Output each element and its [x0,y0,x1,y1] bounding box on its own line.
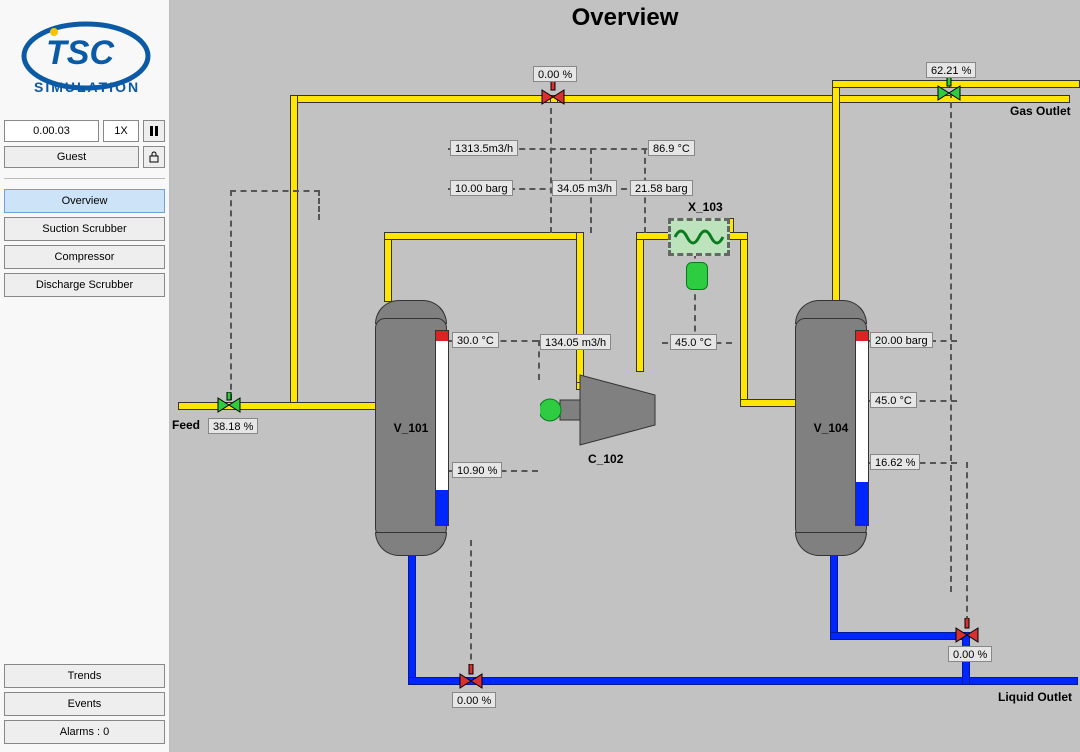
svg-text:TSC: TSC [46,34,114,72]
valve-gas-out[interactable] [936,76,962,102]
nav-trends[interactable]: Trends [4,664,165,688]
signal-line [550,108,552,233]
valve-feed[interactable] [216,392,242,418]
reading: 1313.5m3/h [450,140,518,156]
gas-pipe [290,95,298,410]
reading: 30.0 °C [452,332,499,348]
cooler-drum[interactable] [686,262,708,290]
liquid-pipe [830,632,970,640]
vessel-v101[interactable]: V_101 [375,300,447,556]
signal-line [230,190,232,400]
valve-v101-drain[interactable] [458,664,484,690]
gas-outlet-label: Gas Outlet [1010,104,1071,118]
reading: 10.90 % [452,462,502,478]
compressor-c102[interactable] [540,370,660,455]
vessel-tag: V_101 [394,421,429,435]
valve-recycle-value: 0.00 % [533,66,577,82]
level-gauge-v104 [855,330,869,526]
user-button[interactable]: Guest [4,146,139,168]
valve-v101-drain-value: 0.00 % [452,692,496,708]
reading: 10.00 barg [450,180,513,196]
user-row: Guest [4,146,165,168]
signal-line [470,540,472,670]
nav-alarms[interactable]: Alarms : 0 [4,720,165,744]
logo-svg: TSC SIMULATION [4,4,164,114]
reading: 20.00 barg [870,332,933,348]
left-sidebar: TSC SIMULATION 0.00.03 1X Guest Overview… [0,0,170,752]
heat-exchanger-x103[interactable] [668,218,730,256]
gas-pipe [636,232,644,372]
signal-line [966,462,968,622]
reading: 45.0 °C [670,334,717,350]
lock-button[interactable] [143,146,165,168]
sim-speed[interactable]: 1X [103,120,139,142]
valve-v104-drain[interactable] [954,618,980,644]
signal-line [950,92,952,592]
reading: 34.05 m3/h [552,180,617,196]
pause-button[interactable] [143,120,165,142]
vessel-v104[interactable]: V_104 [795,300,867,556]
liquid-outlet-label: Liquid Outlet [998,690,1072,704]
gas-pipe [832,80,950,88]
valve-recycle[interactable] [540,80,566,106]
gas-pipe [384,232,392,302]
reading: 134.05 m3/h [540,334,611,350]
svg-text:SIMULATION: SIMULATION [34,79,140,95]
nav-compressor[interactable]: Compressor [4,245,165,269]
nav-discharge-scrubber[interactable]: Discharge Scrubber [4,273,165,297]
signal-line [318,190,320,220]
nav-overview[interactable]: Overview [4,189,165,213]
compressor-tag: C_102 [588,452,623,466]
reading: 21.58 barg [630,180,693,196]
reading: 16.62 % [870,454,920,470]
hx-tag: X_103 [688,200,723,214]
app-root: TSC SIMULATION 0.00.03 1X Guest Overview… [0,0,1080,752]
valve-gas-out-value: 62.21 % [926,62,976,78]
reading: 45.0 °C [870,392,917,408]
time-controls: 0.00.03 1X [4,120,165,142]
liquid-pipe [408,540,416,685]
signal-line [230,190,320,192]
logo: TSC SIMULATION [4,4,164,114]
gas-pipe [178,402,378,410]
liquid-pipe [408,677,1078,685]
gas-pipe [832,80,840,302]
page-title: Overview [572,4,679,32]
vessel-tag: V_104 [814,421,849,435]
valve-feed-value: 38.18 % [208,418,258,434]
nav-suction-scrubber[interactable]: Suction Scrubber [4,217,165,241]
valve-v104-drain-value: 0.00 % [948,646,992,662]
sim-time: 0.00.03 [4,120,99,142]
feed-label: Feed [172,418,200,432]
gas-pipe [740,232,748,407]
nav-events[interactable]: Events [4,692,165,716]
level-gauge-v101 [435,330,449,526]
gas-pipe [576,232,584,390]
reading: 86.9 °C [648,140,695,156]
divider-1 [4,178,165,179]
nav-spacer [4,301,165,664]
pause-icon [149,126,159,136]
lock-icon [148,151,160,163]
diagram-canvas: Overview [170,0,1080,752]
gas-pipe [384,232,584,240]
gas-pipe [740,399,800,407]
